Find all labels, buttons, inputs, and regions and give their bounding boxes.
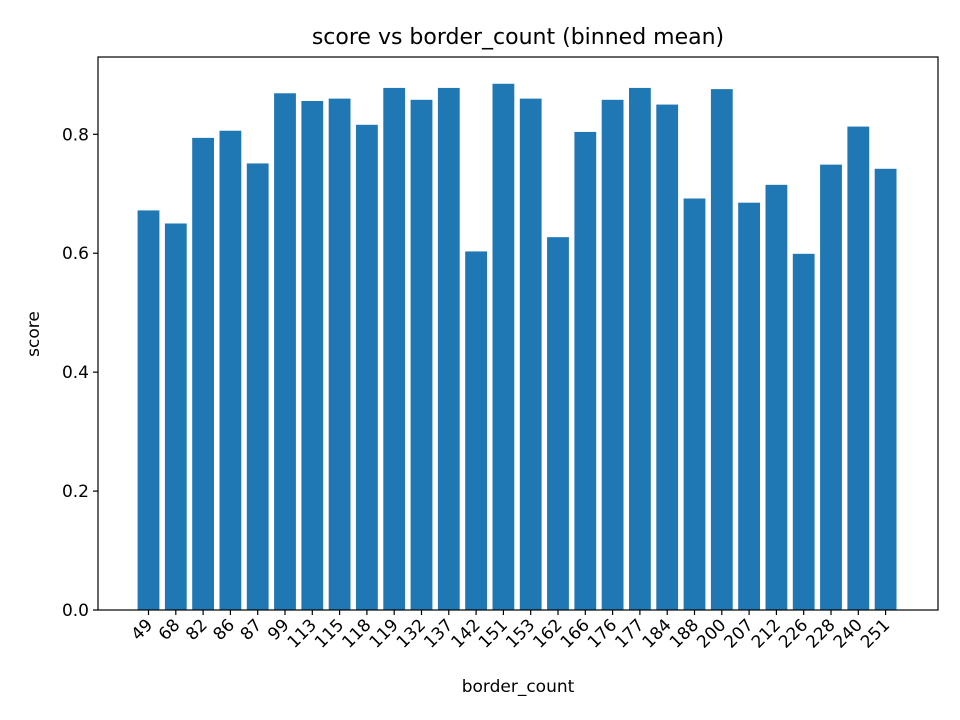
- y-tick-label: 0.0: [62, 601, 89, 621]
- bar-251: [874, 168, 897, 611]
- bar-212: [765, 184, 788, 610]
- y-tick-label: 0.8: [62, 125, 89, 145]
- bar-113: [301, 101, 324, 610]
- bar-153: [519, 98, 542, 611]
- bar-49: [137, 210, 160, 610]
- bar-151: [492, 83, 515, 610]
- bar-82: [192, 137, 214, 610]
- bar-137: [437, 87, 460, 611]
- bar-142: [465, 251, 487, 610]
- bars-group: [137, 83, 897, 611]
- bar-188: [683, 198, 706, 610]
- bar-99: [274, 93, 296, 610]
- y-tick-label: 0.4: [62, 363, 89, 383]
- bar-228: [820, 164, 842, 610]
- bar-132: [410, 99, 433, 610]
- bar-176: [601, 99, 624, 610]
- bar-119: [383, 87, 406, 611]
- bar-68: [164, 223, 187, 611]
- bar-177: [629, 87, 651, 611]
- chart-title: score vs border_count (binned mean): [312, 25, 724, 50]
- y-axis-ticks: 0.0 0.2 0.4 0.6 0.8: [62, 125, 98, 621]
- bar-115: [328, 98, 351, 611]
- bar-200: [710, 89, 733, 611]
- bar-226: [792, 253, 815, 610]
- bar-240: [847, 126, 870, 610]
- bar-184: [656, 104, 679, 610]
- bar-86: [219, 130, 242, 611]
- plot-frame: [97, 56, 939, 611]
- y-tick-label: 0.6: [62, 244, 89, 264]
- bar-166: [574, 131, 597, 611]
- bar-207: [738, 202, 760, 610]
- bar-87: [246, 163, 269, 610]
- x-axis-label: border_count: [462, 677, 575, 697]
- y-axis-label: score: [24, 311, 44, 357]
- bar-162: [547, 237, 569, 611]
- bar-118: [356, 124, 378, 610]
- y-tick-label: 0.2: [62, 482, 89, 502]
